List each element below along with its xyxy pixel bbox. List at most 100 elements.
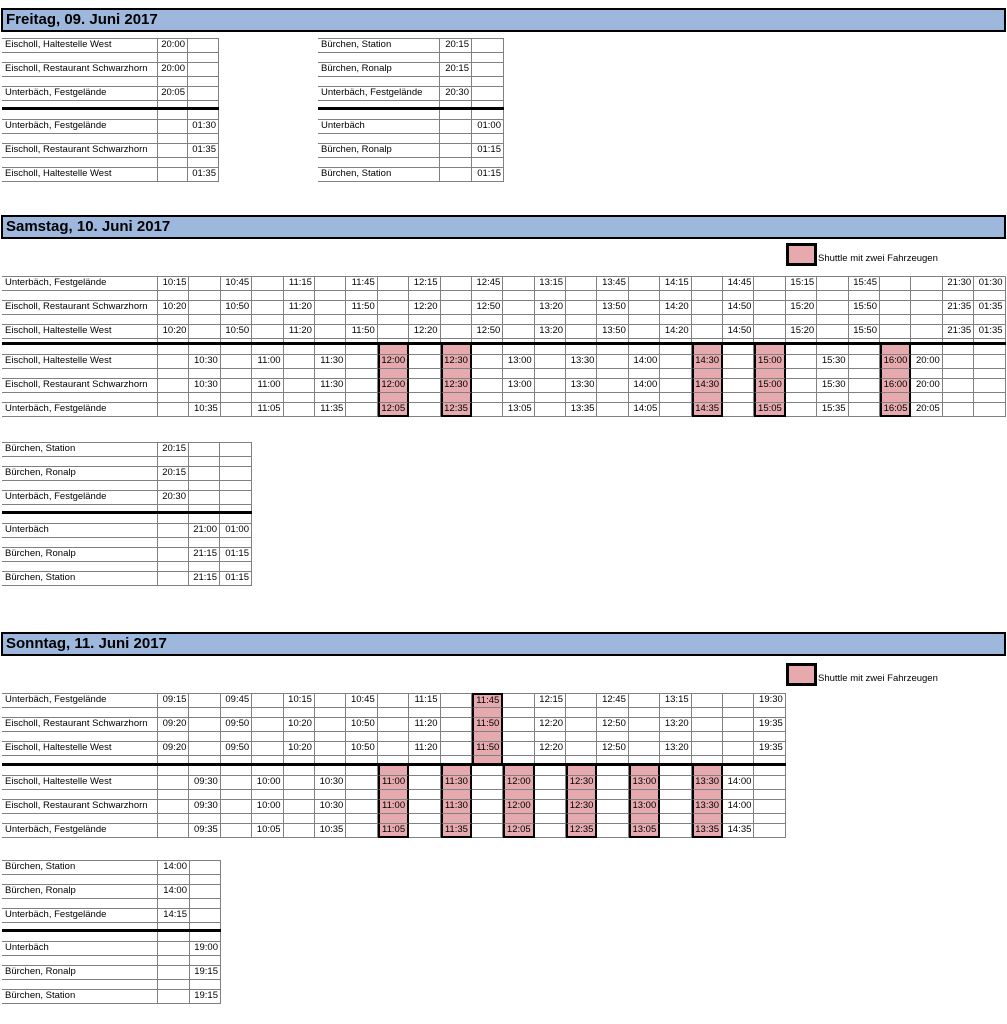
time-cell: 10:45 <box>220 276 253 291</box>
stop-name-cell: Eischoll, Haltestelle West <box>2 354 158 369</box>
empty-cell <box>252 814 284 823</box>
empty-cell <box>188 134 219 143</box>
empty-cell <box>252 693 284 708</box>
empty-cell <box>503 276 535 291</box>
empty-cell <box>2 134 158 143</box>
empty-cell <box>314 324 347 339</box>
time-cell: 14:45 <box>723 276 755 291</box>
empty-cell <box>409 369 441 378</box>
empty-cell <box>723 790 755 799</box>
empty-cell <box>472 134 504 143</box>
highlight-empty-cell <box>691 369 724 378</box>
empty-cell <box>284 814 315 823</box>
empty-cell <box>409 766 441 775</box>
empty-cell <box>472 53 504 62</box>
highlight-empty-cell <box>471 732 504 741</box>
empty-cell <box>189 790 221 799</box>
empty-cell <box>409 790 441 799</box>
empty-cell <box>378 756 410 763</box>
empty-cell <box>220 562 252 571</box>
empty-cell <box>692 315 724 324</box>
empty-cell <box>943 345 975 354</box>
spacer-row <box>2 538 252 547</box>
time-cell: 21:35 <box>942 300 975 315</box>
spacer-row <box>2 732 786 741</box>
empty-cell <box>252 300 284 315</box>
empty-cell <box>786 291 818 300</box>
spacer-row <box>2 158 219 167</box>
empty-cell <box>472 38 504 53</box>
time-cell: 11:20 <box>283 324 315 339</box>
time-cell: 12:15 <box>534 693 567 708</box>
empty-cell <box>911 345 943 354</box>
time-cell: 13:45 <box>597 276 629 291</box>
empty-cell <box>817 315 849 324</box>
empty-cell <box>346 732 378 741</box>
time-cell: 01:15 <box>472 167 504 182</box>
time-cell: 12:50 <box>597 717 629 732</box>
empty-cell <box>440 167 472 182</box>
table-row: Eischoll, Restaurant Schwarzhorn 09:20 09:… <box>2 717 786 732</box>
empty-cell <box>158 167 188 182</box>
time-cell: 10:45 <box>346 693 378 708</box>
table-row: Eischoll, Haltestelle West 01:35 <box>2 167 219 182</box>
empty-cell <box>786 393 818 402</box>
empty-cell <box>597 775 629 790</box>
spacer-row <box>318 110 504 119</box>
highlight-time-cell: 12:30 <box>440 354 472 369</box>
time-cell: 12:15 <box>409 276 441 291</box>
empty-cell <box>974 378 1006 393</box>
empty-cell <box>189 756 221 763</box>
stop-name-cell: Unterbäch, Festgelände <box>2 490 158 505</box>
highlight-empty-cell <box>566 790 598 799</box>
table-row: Unterbäch 19:00 <box>2 941 221 956</box>
empty-cell <box>189 505 220 511</box>
empty-cell <box>566 369 598 378</box>
time-cell: 10:20 <box>158 300 190 315</box>
sunday-uphill-table: Unterbäch, Festgelände 09:15 09:45 10:15 10:… <box>2 693 786 763</box>
highlight-empty-cell <box>691 814 724 823</box>
empty-cell <box>284 756 315 763</box>
time-cell: 01:15 <box>472 143 504 158</box>
time-cell: 15:15 <box>785 276 818 291</box>
empty-cell <box>2 538 158 547</box>
table-row: Eischoll, Restaurant Schwarzhorn 20:00 <box>2 62 219 77</box>
empty-cell <box>2 514 158 523</box>
empty-cell <box>315 291 347 300</box>
time-cell: 20:05 <box>158 86 188 101</box>
empty-cell <box>158 562 189 571</box>
empty-cell <box>2 77 158 86</box>
empty-cell <box>723 402 755 417</box>
empty-cell <box>440 276 472 291</box>
empty-cell <box>629 393 661 402</box>
empty-cell <box>629 369 661 378</box>
time-cell: 13:00 <box>503 354 535 369</box>
empty-cell <box>221 766 253 775</box>
empty-cell <box>189 481 220 490</box>
empty-cell <box>566 756 598 763</box>
empty-cell <box>378 291 410 300</box>
empty-cell <box>503 708 535 717</box>
empty-cell <box>377 693 410 708</box>
empty-cell <box>283 378 315 393</box>
empty-cell <box>534 354 567 369</box>
empty-cell <box>189 300 221 315</box>
empty-cell <box>911 291 943 300</box>
empty-cell <box>848 402 880 417</box>
empty-cell <box>534 799 567 814</box>
empty-cell <box>346 756 378 763</box>
time-cell: 15:50 <box>848 324 880 339</box>
empty-cell <box>785 378 818 393</box>
time-cell: 01:30 <box>974 276 1006 291</box>
empty-cell <box>220 354 253 369</box>
empty-cell <box>220 775 253 790</box>
empty-cell <box>754 708 786 717</box>
highlight-time-cell: 11:00 <box>377 775 410 790</box>
empty-cell <box>315 814 347 823</box>
table-row: Bürchen, Station 14:00 <box>2 860 221 875</box>
time-cell: 14:15 <box>158 908 190 923</box>
highlight-empty-cell <box>754 369 786 378</box>
empty-cell <box>189 693 221 708</box>
table-row: Unterbäch 21:00 01:00 <box>2 523 252 538</box>
empty-cell <box>2 393 158 402</box>
